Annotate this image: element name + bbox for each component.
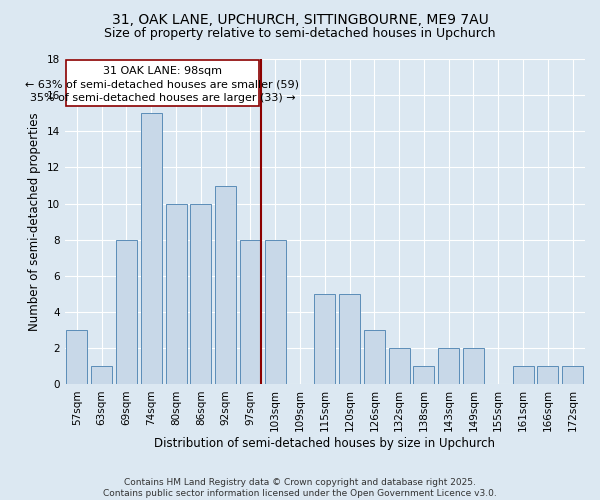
Bar xyxy=(67,330,88,384)
Bar xyxy=(91,366,112,384)
Text: Size of property relative to semi-detached houses in Upchurch: Size of property relative to semi-detach… xyxy=(104,28,496,40)
X-axis label: Distribution of semi-detached houses by size in Upchurch: Distribution of semi-detached houses by … xyxy=(154,437,495,450)
Bar xyxy=(413,366,434,384)
Text: 31 OAK LANE: 98sqm: 31 OAK LANE: 98sqm xyxy=(103,66,222,76)
Bar xyxy=(314,294,335,384)
Bar xyxy=(364,330,385,384)
Bar xyxy=(141,113,162,384)
Bar xyxy=(215,186,236,384)
Bar xyxy=(265,240,286,384)
Y-axis label: Number of semi-detached properties: Number of semi-detached properties xyxy=(28,112,41,331)
Bar xyxy=(537,366,559,384)
Bar xyxy=(339,294,360,384)
Bar xyxy=(389,348,410,384)
FancyBboxPatch shape xyxy=(66,60,259,106)
Bar xyxy=(562,366,583,384)
Bar xyxy=(463,348,484,384)
Bar xyxy=(438,348,459,384)
Bar xyxy=(166,204,187,384)
Bar xyxy=(190,204,211,384)
Bar xyxy=(512,366,533,384)
Text: 31, OAK LANE, UPCHURCH, SITTINGBOURNE, ME9 7AU: 31, OAK LANE, UPCHURCH, SITTINGBOURNE, M… xyxy=(112,12,488,26)
Bar xyxy=(116,240,137,384)
Text: ← 63% of semi-detached houses are smaller (59): ← 63% of semi-detached houses are smalle… xyxy=(25,80,299,90)
Text: Contains HM Land Registry data © Crown copyright and database right 2025.
Contai: Contains HM Land Registry data © Crown c… xyxy=(103,478,497,498)
Text: 35% of semi-detached houses are larger (33) →: 35% of semi-detached houses are larger (… xyxy=(29,94,295,104)
Bar xyxy=(240,240,261,384)
